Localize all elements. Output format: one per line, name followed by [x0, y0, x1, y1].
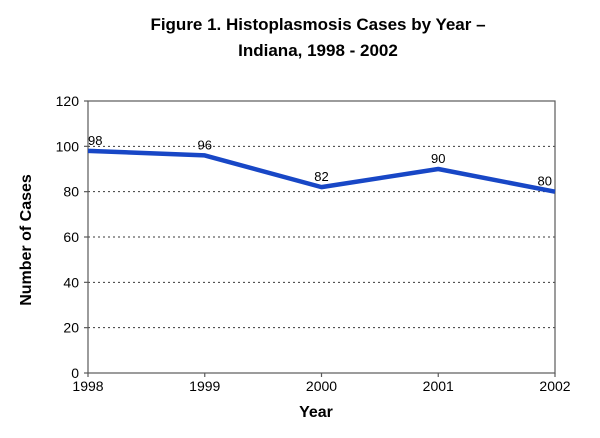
- data-line: [87, 148, 556, 194]
- y-tick-label: 120: [56, 93, 80, 109]
- chart-title-line2: Indiana, 1998 - 2002: [238, 41, 398, 60]
- y-tick-label: 80: [63, 184, 79, 200]
- x-tick-label: 1999: [189, 378, 220, 394]
- x-tick-label: 1998: [72, 378, 103, 394]
- x-tick-label: 2002: [539, 378, 570, 394]
- x-tick-label: 2001: [423, 378, 454, 394]
- data-label: 82: [314, 169, 328, 184]
- data-label: 90: [431, 151, 445, 166]
- y-tick-label: 60: [63, 229, 79, 245]
- y-tick-label: 40: [63, 274, 79, 290]
- data-label: 80: [538, 174, 552, 189]
- y-tick-label: 0: [71, 365, 79, 381]
- x-tick-label: 2000: [306, 378, 337, 394]
- chart-title-line1: Figure 1. Histoplasmosis Cases by Year –: [150, 15, 486, 34]
- y-tick-label: 20: [63, 320, 79, 336]
- chart-title: Figure 1. Histoplasmosis Cases by Year –…: [150, 12, 485, 64]
- data-label: 98: [88, 133, 102, 148]
- y-tick-label: 100: [56, 138, 80, 154]
- data-label: 96: [198, 137, 212, 152]
- x-axis-title: Year: [299, 404, 333, 421]
